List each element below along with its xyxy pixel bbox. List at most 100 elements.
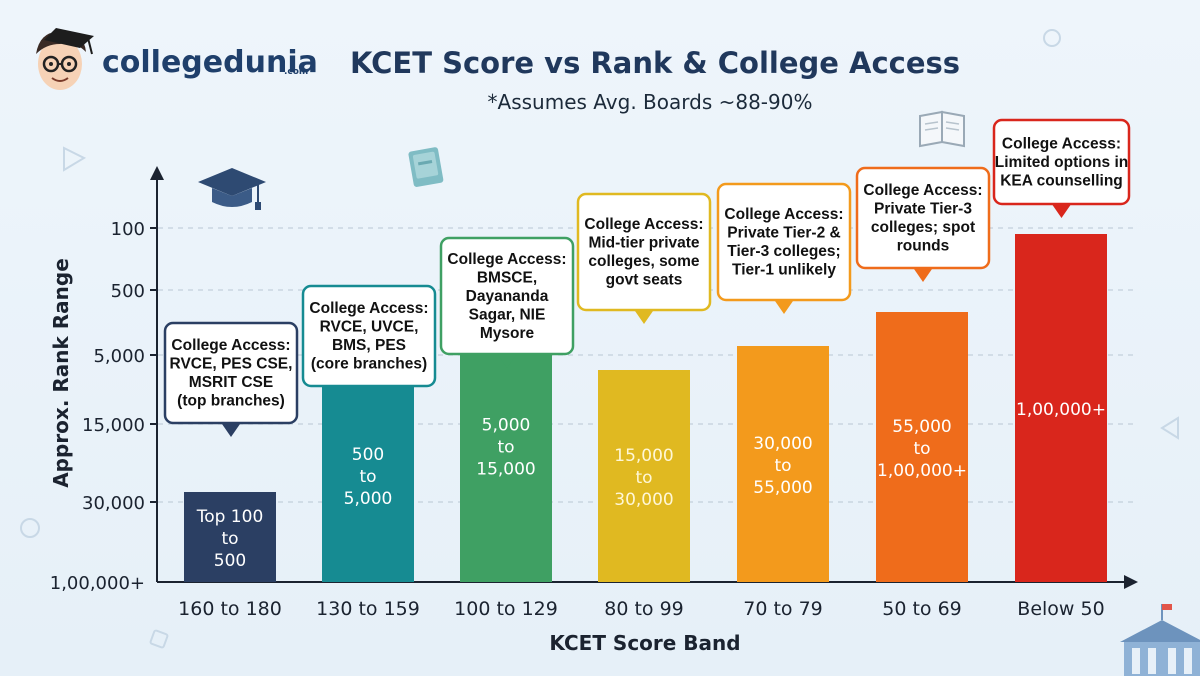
x-tick-label: 80 to 99 (604, 598, 684, 620)
bar-rank-label: 5,000 (344, 489, 393, 509)
callout-text: (top branches) (177, 393, 285, 410)
callout-text: College Access: (863, 182, 982, 199)
bar-rank-label: to (913, 439, 930, 459)
callout: College Access: Private Tier-2 &Tier-3 co… (716, 182, 852, 314)
callout-pointer-icon (498, 355, 516, 368)
callout-box (576, 192, 712, 312)
bar-rank-label: 55,000 (892, 417, 951, 437)
y-tick-label: 100 (111, 219, 145, 240)
y-tick-label: 5,000 (93, 346, 145, 367)
callout-text: Tier-1 unlikely (732, 262, 836, 279)
chart-title: KCET Score vs Rank & College Access (350, 46, 960, 80)
bar-rank-label: 30,000 (753, 434, 812, 454)
callout-text: rounds (897, 238, 950, 255)
callout-text: Dayananda (466, 288, 549, 305)
bar-rank-label: to (221, 529, 238, 549)
callout-text: College Access: (309, 300, 428, 317)
callout-text: BMS, PES (332, 337, 406, 354)
background-decor (20, 29, 1200, 676)
y-tick-labels: 100 500 5,000 15,000 30,000 1,00,000+ (50, 219, 145, 594)
x-axis-arrow-icon (1124, 575, 1138, 589)
callout-text: Mid-tier private (588, 235, 699, 252)
bar-rank-label: 500 (214, 551, 246, 571)
callout-text: College Access: (447, 251, 566, 268)
chart-subtitle: *Assumes Avg. Boards ~88-90% (488, 90, 813, 114)
callout-text: Limited options in (995, 154, 1128, 171)
graduation-cap-icon (198, 168, 266, 210)
bar-rank-label: 15,000 (476, 460, 535, 480)
square-decor-icon (149, 629, 169, 649)
callout-pointer-icon (360, 387, 378, 400)
open-book-icon (919, 110, 965, 148)
callout-text: College Access: (1002, 135, 1121, 152)
bar (322, 368, 414, 582)
bar (184, 492, 276, 582)
book-icon (408, 147, 444, 187)
bar-rank-label: 15,000 (614, 446, 673, 466)
callout-box (301, 284, 437, 388)
callout-box (855, 166, 991, 270)
college-building-icon (1120, 604, 1200, 676)
callout-box (716, 182, 852, 302)
callout-text: Private Tier-2 & (727, 225, 840, 242)
x-tick-label: Below 50 (1017, 598, 1104, 620)
circle-decor-icon (20, 518, 40, 538)
bar-rank-label: to (497, 438, 514, 458)
callouts: College Access: RVCE, PES CSE,MSRIT CSE (t… (163, 118, 1131, 437)
brand-logo: collegedunia .com (36, 28, 318, 90)
callout-text: Tier-3 colleges; (727, 243, 840, 260)
bar (876, 312, 968, 582)
x-axis-label: KCET Score Band (549, 631, 740, 655)
brand-suffix: .com (284, 67, 308, 77)
x-tick-label: 100 to 129 (454, 598, 558, 620)
bar-rank-label: 1,00,000+ (877, 461, 967, 481)
callout-text: MSRIT CSE (189, 374, 273, 391)
bar-rank-label: to (774, 456, 791, 476)
x-tick-label: 50 to 69 (882, 598, 962, 620)
bar-rank-label: 1,00,000+ (1016, 400, 1106, 420)
x-tick-label: 160 to 180 (178, 598, 282, 620)
callout-text: colleges; spot (871, 219, 975, 236)
mascot-avatar-icon (36, 28, 94, 90)
circle-decor-icon (1043, 29, 1061, 47)
y-tick-label: 30,000 (82, 493, 145, 514)
bar (737, 346, 829, 582)
callout-text: Private Tier-3 (874, 201, 972, 218)
callout-box (163, 321, 299, 425)
bar (598, 370, 690, 582)
bar-rank-label: to (359, 467, 376, 487)
callout: College Access: Mid-tier privatecolleges,… (576, 192, 712, 324)
callout-text: RVCE, PES CSE, (170, 356, 293, 373)
bar-rank-label: Top 100 (196, 507, 264, 527)
bar-rank-label: 5,000 (482, 416, 531, 436)
callout-text: College Access: (171, 337, 290, 354)
y-axis-label: Approx. Rank Range (49, 258, 73, 488)
bar-rank-label: 30,000 (614, 490, 673, 510)
callout-text: Sagar, NIE (469, 306, 546, 323)
bars: Top 100to500500to5,0005,000to15,00015,00… (184, 234, 1107, 582)
callout: College Access: RVCE, UVCE,BMS, PES (core … (301, 284, 437, 400)
callout-text: College Access: (724, 206, 843, 223)
callout: College Access: RVCE, PES CSE,MSRIT CSE (t… (163, 321, 299, 437)
callout-text: (core branches) (311, 356, 427, 373)
callout-pointer-icon (775, 301, 793, 314)
bar-rank-label: to (635, 468, 652, 488)
callout-text: govt seats (606, 272, 683, 289)
callout-pointer-icon (914, 269, 932, 282)
callout-text: Mysore (480, 325, 535, 342)
callout-text: colleges, some (588, 253, 700, 270)
bar-rank-label: 55,000 (753, 478, 812, 498)
callout-text: BMSCE, (477, 269, 537, 286)
x-tick-label: 130 to 159 (316, 598, 420, 620)
callout-pointer-icon (1052, 205, 1071, 218)
y-tick-label: 500 (111, 281, 145, 302)
y-tick-label: 1,00,000+ (50, 573, 145, 594)
callout-box (992, 118, 1131, 206)
callout-pointer-icon (635, 311, 653, 324)
y-axis-arrow-icon (150, 166, 164, 180)
callout-text: College Access: (584, 216, 703, 233)
